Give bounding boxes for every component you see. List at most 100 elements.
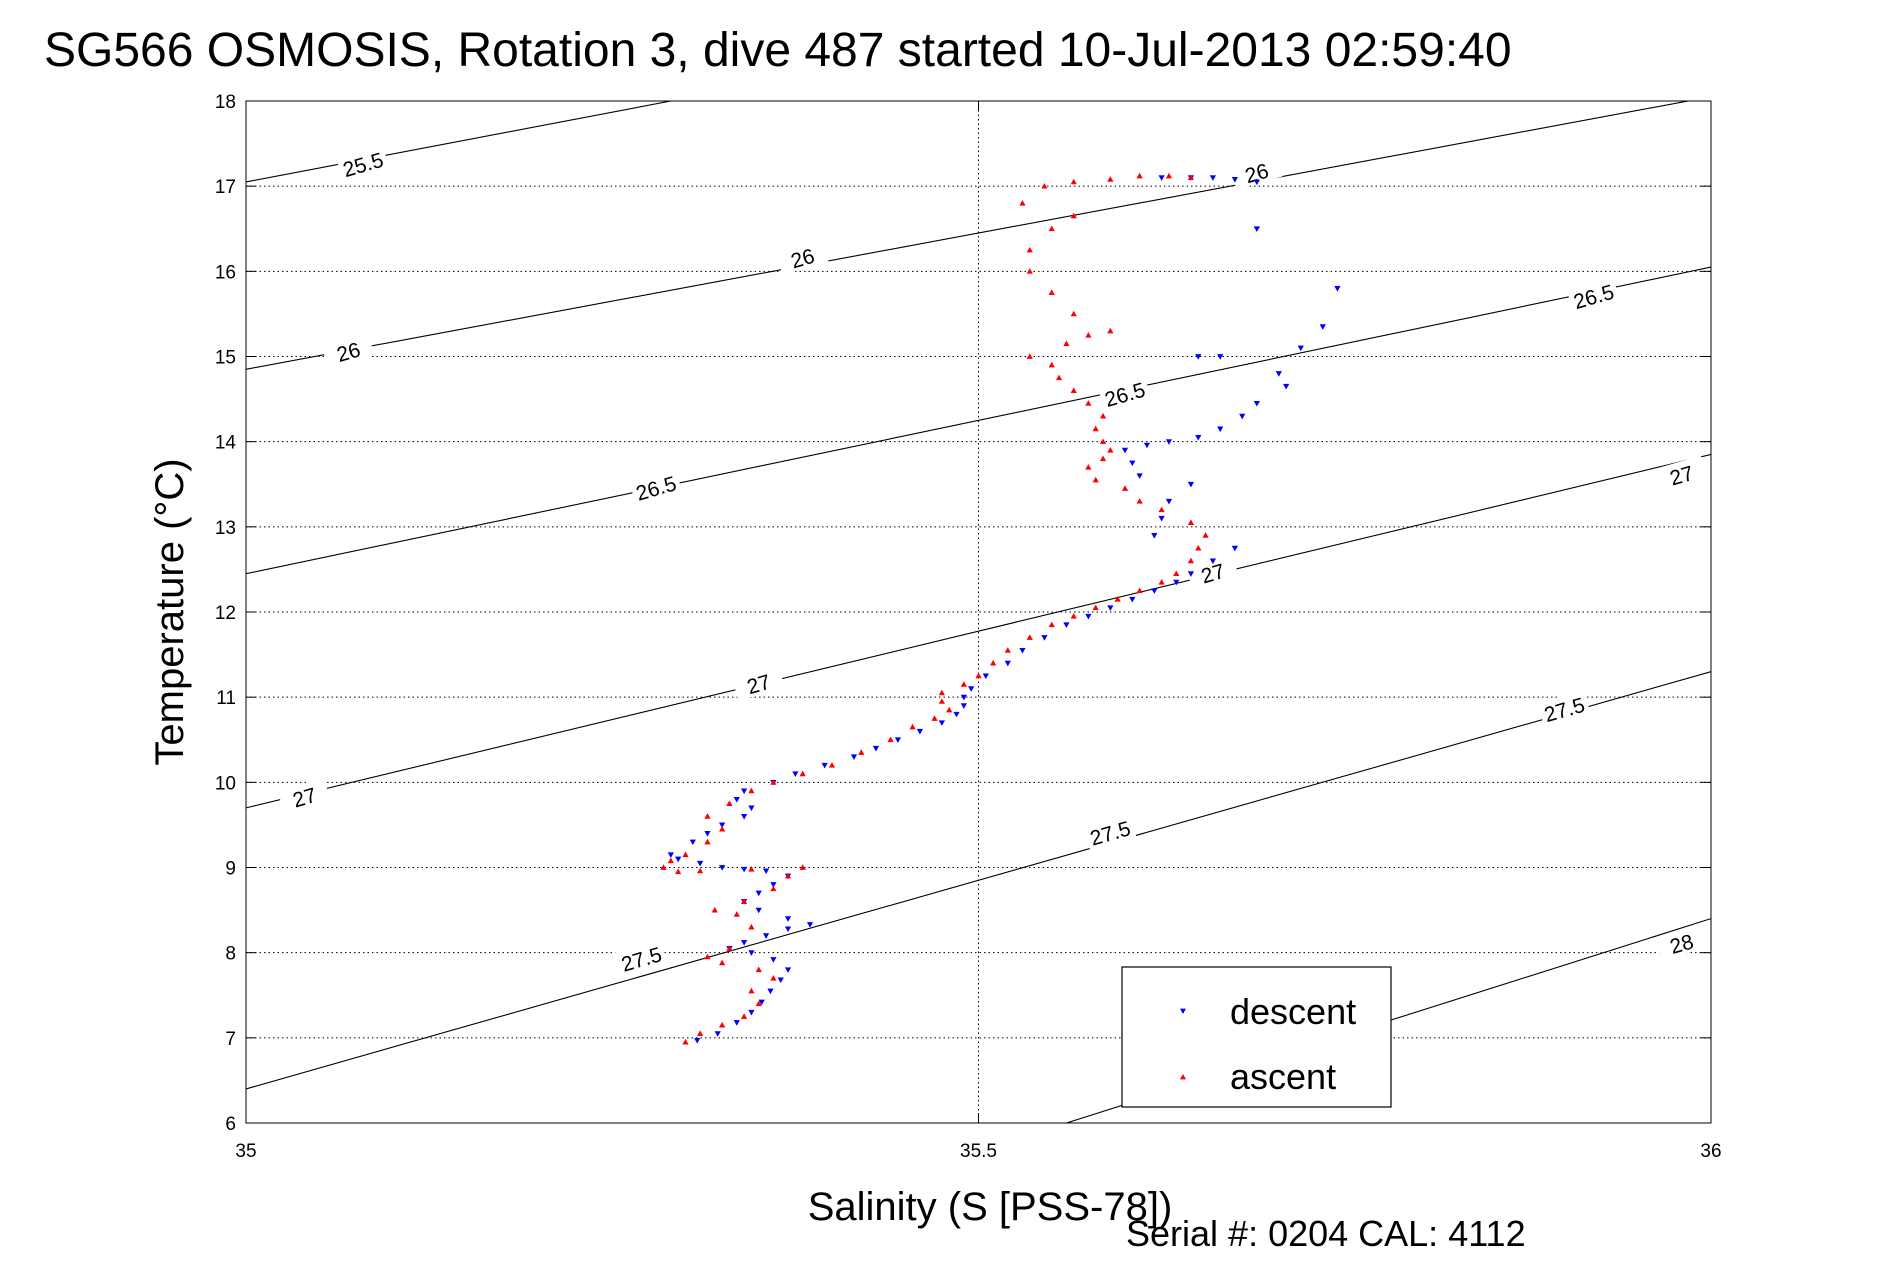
ascent-point [1026, 246, 1033, 253]
ascent-point [946, 706, 953, 713]
descent-point [1283, 383, 1290, 390]
y-axis-label: Temperature (°C) [148, 458, 192, 765]
descent-point [689, 839, 696, 846]
y-tick-label: 12 [215, 603, 236, 624]
descent-point [784, 916, 792, 922]
grid-lines [246, 101, 1711, 1123]
ascent-point [748, 923, 755, 930]
descent-point [1129, 596, 1136, 603]
descent-point [694, 1038, 701, 1044]
descent-point [1209, 558, 1217, 565]
descent-point [740, 788, 748, 795]
descent-point [1275, 371, 1282, 377]
y-tick-label: 16 [215, 262, 236, 283]
descent-point [982, 673, 989, 680]
contour-label-bg [1098, 374, 1151, 412]
ascent-point [784, 872, 792, 879]
ascent-point [909, 723, 916, 730]
ascent-point [1165, 172, 1173, 179]
ascent-point [719, 1021, 726, 1028]
descent-point [1231, 176, 1238, 183]
chart-title: SG566 OSMOSIS, Rotation 3, dive 487 star… [44, 24, 1512, 77]
ascent-point [1202, 532, 1209, 538]
descent-point [704, 831, 711, 837]
descent-point [1019, 647, 1026, 654]
ascent-point [748, 865, 755, 872]
descent-point [1151, 532, 1158, 539]
ascent-point [1070, 178, 1077, 185]
descent-point [806, 922, 814, 928]
descent-point [733, 1020, 740, 1026]
ascent-point [770, 974, 777, 981]
descent-point [1187, 481, 1195, 488]
contour-line-25-5 [246, 101, 671, 183]
y-tick-label: 10 [215, 773, 236, 794]
legend-label-descent: descent [1230, 991, 1356, 1032]
contour-label-bg [629, 468, 683, 505]
ascent-point [1026, 353, 1033, 359]
descent-point [762, 933, 770, 939]
descent-point [755, 890, 762, 897]
descent-point [916, 728, 924, 735]
ascent-point [931, 715, 938, 721]
descent-point [1121, 447, 1129, 454]
contour-label-bg [1083, 813, 1137, 850]
contour-label-bg [321, 332, 375, 369]
ascent-point [938, 698, 945, 704]
x-tick-label: 36 [1700, 1141, 1721, 1162]
contour-line-27 [246, 453, 1711, 809]
y-tick-label: 8 [225, 944, 236, 965]
descent-point [1085, 613, 1092, 620]
descent-point [1151, 588, 1158, 594]
contour-label-bg [731, 664, 785, 701]
ascent-point [719, 959, 726, 966]
ascent-point [975, 672, 982, 679]
ascent-point [1048, 361, 1055, 368]
descent-point [821, 762, 828, 769]
descent-point [1334, 285, 1341, 292]
descent-point [960, 703, 967, 709]
descent-point [1165, 498, 1173, 505]
contour-label-bg [1229, 153, 1283, 190]
contour-label-bg [336, 144, 390, 182]
descent-point [714, 1031, 721, 1037]
descent-point [1217, 426, 1224, 433]
ascent-point [726, 945, 733, 951]
ascent-point [1099, 412, 1107, 419]
ascent-point [1019, 199, 1026, 206]
ascent-point [770, 885, 777, 892]
ascent-point [1158, 578, 1165, 585]
ascent-point [697, 1030, 704, 1036]
descent-point [770, 957, 777, 963]
descent-point [784, 926, 792, 933]
ascent-point [697, 867, 704, 874]
ascent-point [1085, 400, 1092, 406]
contour-label-bg [1654, 924, 1708, 961]
ascent-point [1187, 519, 1195, 525]
y-tick-label: 7 [225, 1029, 236, 1050]
y-tick-label: 9 [225, 859, 236, 880]
ascent-point [1107, 446, 1114, 453]
ascent-point [1187, 557, 1195, 564]
ascent-point [960, 681, 967, 687]
descent-point [960, 694, 967, 701]
legend-marker-descent [1180, 1008, 1186, 1014]
legend-marker-ascent [1180, 1074, 1186, 1080]
ascent-point [1026, 268, 1033, 274]
ascent-point [1173, 570, 1180, 577]
ascent-point [1070, 212, 1077, 219]
ascent-point [740, 1013, 748, 1019]
descent-point [1209, 175, 1217, 181]
ascent-point [1004, 647, 1011, 653]
ascent-point [1099, 438, 1107, 445]
ascent-point [660, 864, 667, 870]
ascent-point [1187, 174, 1195, 181]
ascent-point [1063, 340, 1070, 347]
contour-label-bg [1537, 689, 1591, 727]
descent-point [748, 950, 755, 956]
descent-point [1195, 354, 1202, 360]
descent-point [1239, 413, 1246, 420]
descent-point [1143, 442, 1151, 449]
descent-point [1158, 175, 1165, 181]
